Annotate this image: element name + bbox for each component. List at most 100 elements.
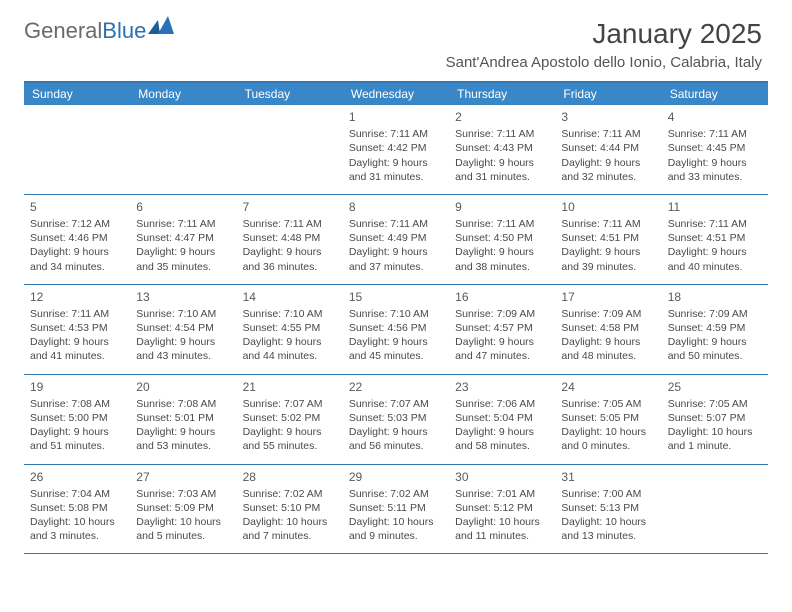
daylight-line: Daylight: 10 hours and 13 minutes. [561,515,655,543]
day-number: 6 [136,199,230,215]
daylight-line: Daylight: 9 hours and 34 minutes. [30,245,124,273]
sunset-line: Sunset: 5:11 PM [349,501,443,515]
calendar-day: 19Sunrise: 7:08 AMSunset: 5:00 PMDayligh… [24,375,130,464]
calendar-day: 3Sunrise: 7:11 AMSunset: 4:44 PMDaylight… [555,105,661,194]
day-number: 9 [455,199,549,215]
day-number: 18 [668,289,762,305]
calendar-day: 4Sunrise: 7:11 AMSunset: 4:45 PMDaylight… [662,105,768,194]
sunset-line: Sunset: 5:08 PM [30,501,124,515]
calendar-day: 20Sunrise: 7:08 AMSunset: 5:01 PMDayligh… [130,375,236,464]
sunrise-line: Sunrise: 7:11 AM [668,127,762,141]
daylight-line: Daylight: 10 hours and 1 minute. [668,425,762,453]
day-number: 11 [668,199,762,215]
day-number: 3 [561,109,655,125]
day-number: 19 [30,379,124,395]
calendar: Sunday Monday Tuesday Wednesday Thursday… [24,81,768,554]
calendar-week: 19Sunrise: 7:08 AMSunset: 5:00 PMDayligh… [24,375,768,465]
sunrise-line: Sunrise: 7:05 AM [561,397,655,411]
daylight-line: Daylight: 9 hours and 50 minutes. [668,335,762,363]
day-number: 10 [561,199,655,215]
day-number: 31 [561,469,655,485]
daylight-line: Daylight: 9 hours and 31 minutes. [455,156,549,184]
sunrise-line: Sunrise: 7:11 AM [455,217,549,231]
sunrise-line: Sunrise: 7:11 AM [136,217,230,231]
sunset-line: Sunset: 5:01 PM [136,411,230,425]
dayhead-wednesday: Wednesday [343,83,449,105]
daylight-line: Daylight: 9 hours and 36 minutes. [243,245,337,273]
day-number: 25 [668,379,762,395]
daylight-line: Daylight: 9 hours and 38 minutes. [455,245,549,273]
daylight-line: Daylight: 9 hours and 39 minutes. [561,245,655,273]
sunset-line: Sunset: 4:54 PM [136,321,230,335]
sunset-line: Sunset: 5:13 PM [561,501,655,515]
sunset-line: Sunset: 4:51 PM [561,231,655,245]
logo-text-blue: Blue [102,18,146,44]
sunrise-line: Sunrise: 7:11 AM [243,217,337,231]
daylight-line: Daylight: 9 hours and 45 minutes. [349,335,443,363]
day-number: 7 [243,199,337,215]
sunrise-line: Sunrise: 7:11 AM [561,127,655,141]
sunset-line: Sunset: 5:07 PM [668,411,762,425]
daylight-line: Daylight: 9 hours and 33 minutes. [668,156,762,184]
dayhead-monday: Monday [130,83,236,105]
day-number: 26 [30,469,124,485]
calendar-body: 1Sunrise: 7:11 AMSunset: 4:42 PMDaylight… [24,105,768,554]
sunset-line: Sunset: 4:53 PM [30,321,124,335]
sunrise-line: Sunrise: 7:10 AM [349,307,443,321]
dayhead-tuesday: Tuesday [237,83,343,105]
sunset-line: Sunset: 4:48 PM [243,231,337,245]
calendar-day: 5Sunrise: 7:12 AMSunset: 4:46 PMDaylight… [24,195,130,284]
daylight-line: Daylight: 10 hours and 0 minutes. [561,425,655,453]
daylight-line: Daylight: 9 hours and 41 minutes. [30,335,124,363]
daylight-line: Daylight: 9 hours and 48 minutes. [561,335,655,363]
calendar-day: 26Sunrise: 7:04 AMSunset: 5:08 PMDayligh… [24,465,130,554]
sunset-line: Sunset: 5:09 PM [136,501,230,515]
sunrise-line: Sunrise: 7:11 AM [30,307,124,321]
sunrise-line: Sunrise: 7:05 AM [668,397,762,411]
calendar-day: 9 Sunrise: 7:11 AMSunset: 4:50 PMDaylight… [449,195,555,284]
sunrise-line: Sunrise: 7:04 AM [30,487,124,501]
calendar-day-empty [24,105,130,194]
day-number: 28 [243,469,337,485]
sunset-line: Sunset: 5:02 PM [243,411,337,425]
dayhead-sunday: Sunday [24,83,130,105]
daylight-line: Daylight: 9 hours and 47 minutes. [455,335,549,363]
dayhead-friday: Friday [555,83,661,105]
day-number: 24 [561,379,655,395]
sunrise-line: Sunrise: 7:10 AM [243,307,337,321]
sunset-line: Sunset: 4:57 PM [455,321,549,335]
day-number: 29 [349,469,443,485]
calendar-day-header: Sunday Monday Tuesday Wednesday Thursday… [24,83,768,105]
page-subtitle: Sant'Andrea Apostolo dello Ionio, Calabr… [24,54,762,71]
daylight-line: Daylight: 9 hours and 58 minutes. [455,425,549,453]
calendar-week: 1Sunrise: 7:11 AMSunset: 4:42 PMDaylight… [24,105,768,195]
calendar-week: 5Sunrise: 7:12 AMSunset: 4:46 PMDaylight… [24,195,768,285]
sunrise-line: Sunrise: 7:07 AM [349,397,443,411]
calendar-day: 11Sunrise: 7:11 AMSunset: 4:51 PMDayligh… [662,195,768,284]
daylight-line: Daylight: 9 hours and 43 minutes. [136,335,230,363]
sunset-line: Sunset: 4:47 PM [136,231,230,245]
calendar-day: 23Sunrise: 7:06 AMSunset: 5:04 PMDayligh… [449,375,555,464]
calendar-day: 14Sunrise: 7:10 AMSunset: 4:55 PMDayligh… [237,285,343,374]
daylight-line: Daylight: 9 hours and 32 minutes. [561,156,655,184]
sunset-line: Sunset: 4:55 PM [243,321,337,335]
sunset-line: Sunset: 4:50 PM [455,231,549,245]
calendar-week: 12Sunrise: 7:11 AMSunset: 4:53 PMDayligh… [24,285,768,375]
day-number: 15 [349,289,443,305]
daylight-line: Daylight: 9 hours and 40 minutes. [668,245,762,273]
sunset-line: Sunset: 4:58 PM [561,321,655,335]
daylight-line: Daylight: 9 hours and 56 minutes. [349,425,443,453]
day-number: 16 [455,289,549,305]
day-number: 30 [455,469,549,485]
calendar-day: 13Sunrise: 7:10 AMSunset: 4:54 PMDayligh… [130,285,236,374]
day-number: 23 [455,379,549,395]
day-number: 14 [243,289,337,305]
calendar-day: 21Sunrise: 7:07 AMSunset: 5:02 PMDayligh… [237,375,343,464]
sunrise-line: Sunrise: 7:09 AM [668,307,762,321]
sunrise-line: Sunrise: 7:11 AM [561,217,655,231]
sunrise-line: Sunrise: 7:11 AM [668,217,762,231]
day-number: 20 [136,379,230,395]
sunset-line: Sunset: 4:42 PM [349,141,443,155]
calendar-day-empty [662,465,768,554]
day-number: 8 [349,199,443,215]
